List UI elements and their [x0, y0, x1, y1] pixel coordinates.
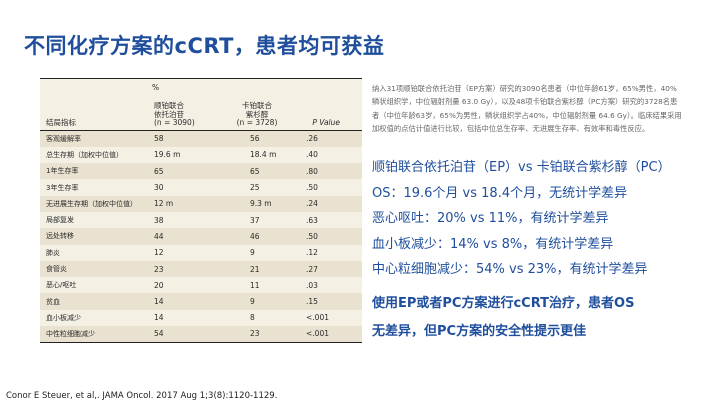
table-row: 远处转移 44 46 .50 — [40, 228, 362, 245]
conclusion: 使用EP或者PC方案进行cCRT治疗，患者OS 无差异，但PC方案的安全性提示更… — [372, 290, 702, 346]
header-ep-n: (n = 3090) — [154, 118, 195, 128]
finding-os: OS：19.6个月 vs 18.4个月，无统计学差异 — [372, 185, 628, 201]
row-ep-value: 44 — [154, 231, 164, 241]
header-outcome: 结局指标 — [46, 118, 76, 128]
row-p-value: .26 — [306, 134, 318, 144]
outcomes-table-panel: % 结局指标 顺铂联合 依托泊苷 (n = 3090) 卡铂联合 紫杉醇 (n … — [40, 78, 362, 343]
row-ep-value: 19.6 m — [154, 150, 181, 160]
row-label: 远处转移 — [46, 232, 74, 241]
row-label: 局部复发 — [46, 216, 74, 225]
row-ep-value: 54 — [154, 329, 164, 339]
row-label: 血小板减少 — [46, 313, 81, 322]
row-pc-value: 23 — [250, 329, 260, 339]
table-row: 恶心/呕吐 20 11 .03 — [40, 277, 362, 293]
row-ep-value: 12 — [154, 248, 164, 258]
finding-thrombocytopenia: 血小板减少：14% vs 8%，有统计学差异 — [372, 236, 614, 252]
row-pc-value: 21 — [250, 264, 260, 274]
row-p-value: .40 — [306, 150, 318, 160]
row-label: 贫血 — [46, 297, 60, 306]
key-findings-list: 顺铂联合依托泊苷（EP）vs 卡铂联合紫杉醇（PC） OS：19.6个月 vs … — [372, 155, 702, 283]
row-p-value: <.001 — [306, 313, 329, 323]
row-pc-value: 11 — [250, 280, 260, 290]
header-pc: 卡铂联合 紫杉醇 (n = 3728) — [220, 92, 294, 131]
table-row: 血小板减少 14 8 <.001 — [40, 310, 362, 326]
header-ep-line1: 顺铂联合 — [154, 101, 184, 111]
citation: Conor E Steuer, et al,. JAMA Oncol. 2017… — [6, 391, 278, 401]
slide-title: 不同化疗方案的cCRT，患者均可获益 — [24, 34, 385, 58]
table-row: 肺炎 12 9 .12 — [40, 245, 362, 261]
row-p-value: .24 — [306, 199, 318, 209]
header-ep: 顺铂联合 依托泊苷 (n = 3090) — [152, 92, 220, 131]
row-p-value: .50 — [306, 183, 318, 193]
row-pc-value: 25 — [250, 183, 260, 193]
table-row: 总生存期（加权中位值） 19.6 m 18.4 m .40 — [40, 147, 362, 163]
study-description: 纳入31项顺铂联合依托泊苷（EP方案）研究的3090名患者（中位年龄61岁，65… — [372, 84, 682, 134]
table-row: 局部复发 38 37 .63 — [40, 212, 362, 228]
row-label: 1年生存率 — [46, 167, 79, 176]
finding-regimens: 顺铂联合依托泊苷（EP）vs 卡铂联合紫杉醇（PC） — [372, 160, 671, 175]
table-percent-header-row: % — [40, 78, 362, 92]
row-ep-value: 38 — [154, 215, 164, 225]
row-pc-value: 8 — [250, 313, 255, 323]
row-pc-value: 65 — [250, 166, 260, 176]
row-label: 恶心/呕吐 — [46, 281, 77, 290]
header-p-value-text: P Value — [312, 118, 340, 128]
row-pc-value: 56 — [250, 134, 260, 144]
row-label: 无进展生存期（加权中位值） — [46, 199, 137, 208]
conclusion-line2: 无差异，但PC方案的安全性提示更佳 — [372, 324, 587, 339]
row-label: 客观缓解率 — [46, 134, 81, 143]
row-pc-value: 9.3 m — [250, 199, 272, 209]
row-pc-value: 37 — [250, 215, 260, 225]
row-label: 总生存期（加权中位值） — [46, 150, 123, 159]
row-ep-value: 12 m — [154, 199, 174, 209]
header-pc-line2: 紫杉醇 — [245, 109, 269, 119]
table-row: 客观缓解率 58 56 .26 — [40, 130, 362, 147]
table-row: 贫血 14 9 .15 — [40, 293, 362, 310]
row-p-value: .63 — [306, 215, 318, 225]
row-p-value: .80 — [306, 166, 318, 176]
row-pc-value: 46 — [250, 231, 260, 241]
row-label: 3年生存率 — [46, 183, 79, 192]
table-row: 3年生存率 30 25 .50 — [40, 179, 362, 195]
finding-neutropenia: 中心粒细胞减少：54% vs 23%，有统计学差异 — [372, 262, 648, 277]
header-ep-line2: 依托泊苷 — [154, 109, 184, 119]
header-pc-line1: 卡铂联合 — [242, 101, 272, 111]
row-p-value: .50 — [306, 231, 318, 241]
header-pc-n: (n = 3728) — [236, 118, 278, 128]
row-label: 中性粒细胞减少 — [46, 329, 95, 338]
percent-label: % — [152, 82, 160, 92]
row-pc-value: 9 — [250, 248, 255, 258]
row-ep-value: 23 — [154, 264, 164, 274]
row-ep-value: 20 — [154, 280, 164, 290]
row-ep-value: 65 — [154, 166, 164, 176]
conclusion-line1: 使用EP或者PC方案进行cCRT治疗，患者OS — [372, 296, 635, 311]
row-ep-value: 30 — [154, 183, 164, 193]
row-p-value: .03 — [306, 280, 318, 290]
table-row: 无进展生存期（加权中位值） 12 m 9.3 m .24 — [40, 195, 362, 212]
row-p-value: .12 — [306, 248, 318, 258]
row-ep-value: 14 — [154, 313, 164, 323]
row-label: 肺炎 — [46, 248, 60, 257]
row-p-value: .27 — [306, 264, 318, 274]
row-p-value: .15 — [306, 297, 318, 307]
table-body: 客观缓解率 58 56 .26 总生存期（加权中位值） 19.6 m 18.4 m .40 1年… — [40, 130, 362, 343]
header-p-value: P Value — [294, 92, 362, 131]
row-label: 食管炎 — [46, 265, 67, 274]
row-ep-value: 58 — [154, 134, 164, 144]
finding-nausea: 恶心呕吐：20% vs 11%，有统计学差异 — [372, 211, 609, 226]
row-pc-value: 18.4 m — [250, 150, 277, 160]
table-row: 中性粒细胞减少 54 23 <.001 — [40, 326, 362, 343]
outcomes-table: % 结局指标 顺铂联合 依托泊苷 (n = 3090) 卡铂联合 紫杉醇 (n … — [40, 78, 362, 343]
row-ep-value: 14 — [154, 297, 164, 307]
table-row: 食管炎 23 21 .27 — [40, 260, 362, 278]
row-pc-value: 9 — [250, 297, 255, 307]
table-row: 1年生存率 65 65 .80 — [40, 163, 362, 180]
table-header-row: 结局指标 顺铂联合 依托泊苷 (n = 3090) 卡铂联合 紫杉醇 (n = … — [40, 92, 362, 131]
row-p-value: <.001 — [306, 329, 329, 339]
